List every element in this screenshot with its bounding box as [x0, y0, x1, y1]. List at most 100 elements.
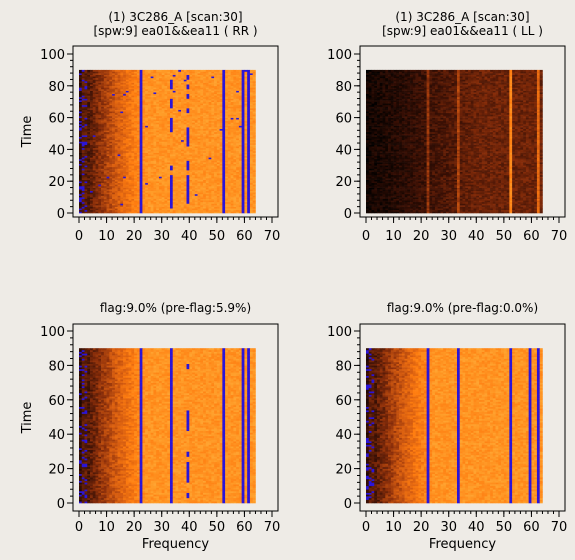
- heatmap-cell: [84, 116, 88, 118]
- heatmap-cell: [186, 81, 190, 83]
- heatmap-cell: [197, 203, 201, 206]
- heatmap-cell: [164, 157, 168, 160]
- heatmap-cell: [167, 155, 171, 158]
- heatmap-cell: [139, 206, 143, 209]
- heatmap-cell: [136, 138, 140, 141]
- heatmap-cell: [172, 93, 176, 96]
- heatmap-cell: [114, 93, 118, 96]
- heatmap-cell: [109, 147, 113, 150]
- heatmap-cell: [150, 101, 154, 104]
- heatmap-cell: [106, 176, 110, 179]
- heatmap-cell: [192, 92, 196, 95]
- heatmap-cell: [197, 96, 201, 99]
- heatmap-cell: [192, 119, 196, 122]
- heatmap-cell: [134, 158, 138, 161]
- heatmap-cell: [181, 69, 185, 72]
- heatmap-cell: [158, 160, 163, 163]
- heatmap-cell: [203, 154, 207, 157]
- channel-column: [186, 69, 190, 214]
- heatmap-cell: [203, 73, 207, 75]
- heatmap-cell: [109, 171, 113, 174]
- heatmap-cell: [205, 114, 209, 117]
- heatmap-cell: [175, 162, 179, 165]
- heatmap-cell: [95, 190, 99, 193]
- heatmap-cell: [84, 87, 88, 90]
- heatmap-cell: [178, 149, 182, 152]
- heatmap-cell: [101, 200, 105, 203]
- heatmap-cell: [128, 150, 132, 153]
- heatmap-cell: [123, 147, 127, 150]
- heatmap-cell: [203, 184, 207, 187]
- heatmap-cell: [128, 208, 132, 211]
- heatmap-cell: [134, 146, 138, 149]
- heatmap-cell: [186, 103, 190, 106]
- heatmap-cell: [194, 95, 198, 98]
- heatmap-cell: [197, 190, 201, 193]
- heatmap-cell: [203, 195, 207, 198]
- heatmap-cell: [136, 74, 140, 77]
- heatmap-cell: [134, 135, 138, 137]
- heatmap-cell: [169, 185, 174, 188]
- heatmap-cell: [142, 150, 146, 153]
- heatmap-cell: [81, 178, 85, 180]
- heatmap-cell: [87, 144, 91, 147]
- heatmap-cell: [131, 133, 135, 136]
- heatmap-cell: [95, 184, 99, 187]
- heatmap-cell: [181, 146, 185, 149]
- heatmap-cell: [123, 143, 127, 145]
- heatmap-cell: [120, 125, 124, 128]
- heatmap-cell: [178, 174, 182, 177]
- heatmap-cell: [136, 182, 140, 185]
- heatmap-cell: [183, 195, 187, 198]
- heatmap-cell: [95, 195, 99, 198]
- channel-column: [106, 69, 110, 214]
- heatmap-cell: [112, 95, 116, 98]
- heatmap-cell: [106, 198, 110, 201]
- heatmap-cell: [172, 87, 176, 90]
- heatmap-cell: [101, 106, 105, 109]
- heatmap-cell: [103, 176, 107, 179]
- heatmap-cell: [139, 144, 143, 147]
- heatmap-cell: [114, 114, 118, 117]
- heatmap-cell: [117, 190, 121, 193]
- heatmap-cell: [128, 187, 132, 190]
- heatmap-cell: [90, 114, 94, 117]
- heatmap-cell: [95, 122, 99, 125]
- heatmap-cell: [139, 149, 143, 152]
- heatmap-cell: [106, 168, 110, 171]
- heatmap-cell: [192, 181, 196, 184]
- heatmap-cell: [106, 95, 110, 98]
- heatmap-cell: [84, 198, 88, 201]
- heatmap-cell: [169, 125, 174, 128]
- heatmap-cell: [84, 71, 88, 74]
- heatmap-cell: [120, 114, 124, 117]
- heatmap-cell: [139, 170, 143, 172]
- heatmap-cell: [208, 208, 212, 211]
- heatmap-cell: [153, 158, 157, 161]
- heatmap-cell: [106, 185, 110, 188]
- heatmap-cell: [103, 147, 107, 150]
- heatmap-cell: [84, 203, 88, 206]
- heatmap-cell: [125, 103, 129, 106]
- heatmap-cell: [114, 81, 118, 83]
- heatmap-cell: [189, 168, 193, 171]
- heatmap-cell: [98, 195, 102, 198]
- heatmap-cell: [117, 158, 121, 161]
- heatmap-cell: [92, 92, 96, 95]
- heatmap-cell: [95, 203, 99, 206]
- heatmap-cell: [87, 112, 91, 115]
- heatmap-cell: [109, 198, 113, 201]
- heatmap-cell: [90, 190, 94, 193]
- heatmap-cell: [84, 195, 88, 198]
- heatmap-cell: [158, 163, 163, 166]
- heatmap-cell: [117, 201, 121, 204]
- heatmap-cell: [156, 104, 160, 107]
- heatmap-cell: [200, 138, 204, 141]
- heatmap-cell: [95, 208, 99, 211]
- heatmap-cell: [194, 174, 198, 177]
- heatmap-cell: [158, 119, 163, 122]
- heatmap-cell: [117, 98, 121, 101]
- heatmap-cell: [103, 211, 107, 214]
- heatmap-cell: [175, 82, 179, 85]
- heatmap-cell: [114, 168, 118, 171]
